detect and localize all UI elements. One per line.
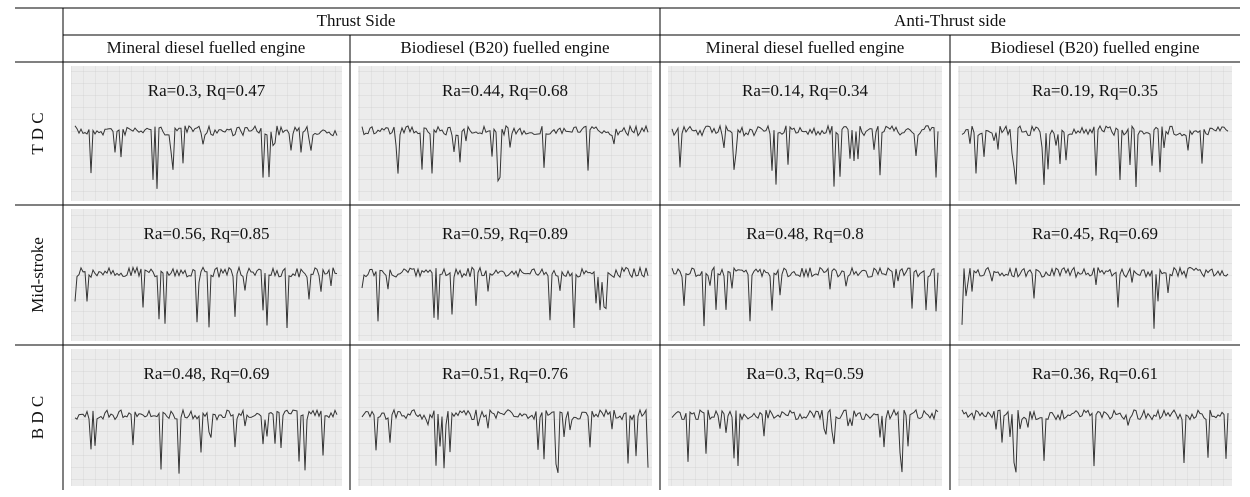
roughness-value: Ra=0.3, Rq=0.47 bbox=[148, 81, 266, 100]
roughness-value: Ra=0.59, Rq=0.89 bbox=[442, 224, 568, 243]
roughness-value: Ra=0.3, Rq=0.59 bbox=[746, 364, 863, 383]
group-header: Thrust Side bbox=[317, 11, 396, 30]
group-header: Anti-Thrust side bbox=[894, 11, 1006, 30]
roughness-value: Ra=0.19, Rq=0.35 bbox=[1032, 81, 1158, 100]
roughness-value: Ra=0.36, Rq=0.61 bbox=[1032, 364, 1158, 383]
figure-table: Thrust Side Anti-Thrust side Mineral die… bbox=[0, 0, 1250, 497]
row-label: T D C bbox=[28, 112, 47, 154]
roughness-value: Ra=0.14, Rq=0.34 bbox=[742, 81, 868, 100]
column-header: Mineral diesel fuelled engine bbox=[706, 38, 905, 57]
roughness-value: Ra=0.48, Rq=0.69 bbox=[144, 364, 270, 383]
roughness-value: Ra=0.44, Rq=0.68 bbox=[442, 81, 568, 100]
row-label: B D C bbox=[28, 396, 47, 439]
roughness-value: Ra=0.48, Rq=0.8 bbox=[746, 224, 863, 243]
roughness-value: Ra=0.51, Rq=0.76 bbox=[442, 364, 568, 383]
roughness-value: Ra=0.45, Rq=0.69 bbox=[1032, 224, 1158, 243]
column-header: Biodiesel (B20) fuelled engine bbox=[400, 38, 609, 57]
roughness-value: Ra=0.56, Rq=0.85 bbox=[144, 224, 270, 243]
column-header: Mineral diesel fuelled engine bbox=[107, 38, 306, 57]
column-header: Biodiesel (B20) fuelled engine bbox=[990, 38, 1199, 57]
row-label: Mid-stroke bbox=[28, 237, 47, 313]
